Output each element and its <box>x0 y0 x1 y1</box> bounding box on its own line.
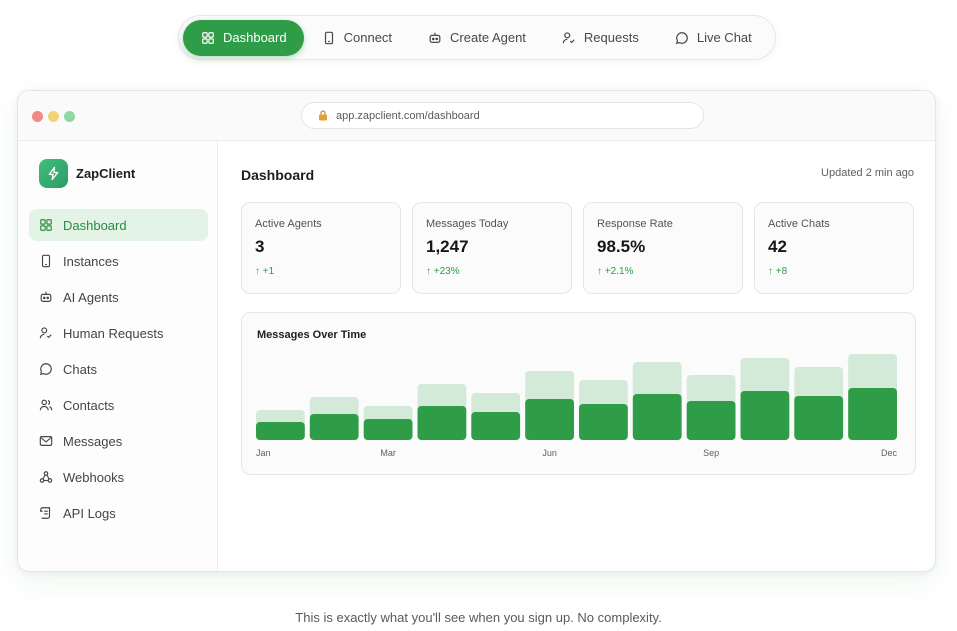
stat-card-messages-today: Messages Today 1,247 ↑ +23% <box>412 202 572 294</box>
stat-label: Active Agents <box>255 218 322 230</box>
close-dot[interactable] <box>32 111 43 122</box>
sidebar-item-label: AI Agents <box>63 289 119 305</box>
main-content: Dashboard Updated 2 min ago Active Agent… <box>219 141 935 571</box>
stat-delta: ↑ +1 <box>255 266 275 277</box>
brand-logo <box>39 159 68 188</box>
topnav-label: Connect <box>343 30 393 45</box>
stat-card-active-chats: Active Chats 42 ↑ +8 <box>754 202 914 294</box>
bot-icon <box>429 32 441 43</box>
x-tick-label: Mar <box>380 448 396 458</box>
grid-icon <box>40 219 52 231</box>
sidebar-nav: Dashboard Instances AI Agents Human Requ… <box>29 209 208 533</box>
stat-card-active-agents: Active Agents 3 ↑ +1 <box>241 202 401 294</box>
address-bar[interactable]: app.zapclient.com/dashboard <box>301 102 704 129</box>
stat-value: 3 <box>255 237 265 256</box>
bar-value-feb <box>309 414 359 440</box>
bar-value-sep <box>686 401 736 440</box>
scroll-icon <box>40 507 51 519</box>
brand[interactable]: ZapClient <box>39 159 135 188</box>
topnav-live-chat[interactable]: Live Chat <box>657 20 770 56</box>
x-tick-label: Dec <box>881 448 898 458</box>
stat-card-response-rate: Response Rate 98.5% ↑ +2.1% <box>583 202 743 294</box>
sidebar-item-dashboard[interactable]: Dashboard <box>29 209 208 241</box>
browser-window: app.zapclient.com/dashboard ZapClient Da… <box>17 90 936 572</box>
sidebar-item-messages[interactable]: Messages <box>29 425 208 457</box>
sidebar-item-label: Chats <box>63 361 97 377</box>
sidebar-item-label: Contacts <box>63 397 115 413</box>
maximize-dot[interactable] <box>64 111 75 122</box>
sidebar-item-ai-agents[interactable]: AI Agents <box>29 281 208 313</box>
stat-value: 42 <box>768 237 787 256</box>
topnav-label: Requests <box>583 30 639 45</box>
sidebar: ZapClient Dashboard Instances AI Agents … <box>18 141 218 571</box>
users-icon <box>39 399 53 411</box>
sidebar-item-label: API Logs <box>63 505 116 521</box>
phone-icon <box>324 31 333 44</box>
footer-caption: This is exactly what you'll see when you… <box>295 610 662 625</box>
sidebar-item-chats[interactable]: Chats <box>29 353 208 385</box>
url-text: app.zapclient.com/dashboard <box>336 109 480 122</box>
mail-icon <box>39 436 53 446</box>
bot-icon <box>40 291 52 302</box>
sidebar-item-label: Webhooks <box>63 469 125 485</box>
bar-value-jun <box>525 399 574 440</box>
bar-value-dec <box>848 388 897 440</box>
topnav-label: Live Chat <box>696 30 752 45</box>
stat-value: 98.5% <box>597 237 646 256</box>
messages-chart-card: Messages Over Time Jan Mar Jun Sep Dec <box>241 312 916 475</box>
stat-delta: ↑ +2.1% <box>597 266 634 277</box>
bar-value-aug <box>632 394 682 440</box>
sidebar-item-api-logs[interactable]: API Logs <box>29 497 208 529</box>
bar-value-jul <box>579 404 628 440</box>
bar-value-nov <box>794 396 844 440</box>
topnav-create-agent[interactable]: Create Agent <box>410 20 544 56</box>
stat-delta: ↑ +23% <box>426 266 460 277</box>
stat-delta: ↑ +8 <box>768 266 788 277</box>
stat-label: Response Rate <box>597 218 673 230</box>
sidebar-item-human-requests[interactable]: Human Requests <box>29 317 208 349</box>
sidebar-item-label: Human Requests <box>63 325 164 341</box>
stat-label: Messages Today <box>426 218 509 230</box>
x-tick-label: Jun <box>542 448 557 458</box>
x-tick-label: Jan <box>256 448 271 458</box>
messages-bar-chart: Jan Mar Jun Sep Dec <box>256 354 898 458</box>
top-nav: Dashboard Connect Create Agent Requests … <box>178 15 776 60</box>
zap-icon <box>48 166 59 181</box>
stats-row: Active Agents 3 ↑ +1 Messages Today 1,24… <box>241 202 914 294</box>
user-check-icon <box>39 327 52 339</box>
bar-value-oct <box>740 391 790 440</box>
last-updated: Updated 2 min ago <box>821 167 914 179</box>
grid-icon <box>202 31 214 44</box>
chart-title: Messages Over Time <box>257 329 367 341</box>
sidebar-item-contacts[interactable]: Contacts <box>29 389 208 421</box>
topnav-requests[interactable]: Requests <box>544 20 657 56</box>
page-title: Dashboard <box>241 167 315 183</box>
stat-value: 1,247 <box>426 237 469 256</box>
topnav-dashboard[interactable]: Dashboard <box>183 19 304 56</box>
sidebar-item-label: Messages <box>63 433 123 449</box>
topnav-label: Create Agent <box>450 30 526 45</box>
sidebar-item-webhooks[interactable]: Webhooks <box>29 461 208 493</box>
minimize-dot[interactable] <box>48 111 59 122</box>
brand-name: ZapClient <box>76 166 136 181</box>
sidebar-item-instances[interactable]: Instances <box>29 245 208 277</box>
browser-titlebar: app.zapclient.com/dashboard <box>18 91 935 141</box>
webhook-icon <box>39 471 53 483</box>
user-check-icon <box>562 31 575 43</box>
topnav-label: Dashboard <box>223 30 287 45</box>
chat-bubble-icon <box>39 363 52 376</box>
bar-value-jan <box>256 422 305 440</box>
bar-value-mar <box>363 419 413 440</box>
chat-bubble-icon <box>675 31 688 44</box>
stat-label: Active Chats <box>768 218 830 230</box>
sidebar-item-label: Dashboard <box>63 217 127 233</box>
bar-value-apr <box>417 406 467 440</box>
x-tick-label: Sep <box>703 448 719 458</box>
topnav-connect[interactable]: Connect <box>304 20 410 56</box>
phone-icon <box>41 254 51 268</box>
lock-icon <box>319 110 327 121</box>
bar-value-may <box>471 412 521 440</box>
sidebar-item-label: Instances <box>63 253 119 269</box>
